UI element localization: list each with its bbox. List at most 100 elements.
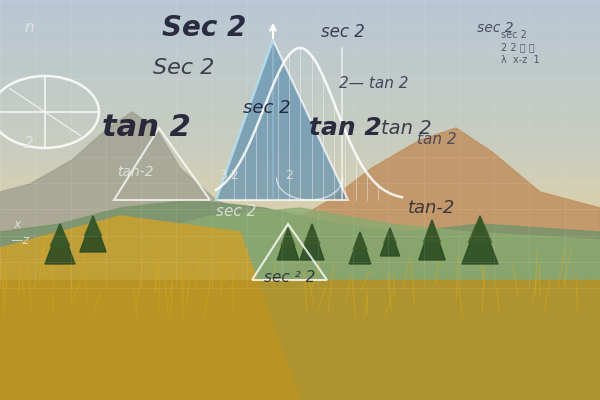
Bar [0, 163, 600, 167]
Text: tan 2: tan 2 [417, 132, 457, 148]
Bar [0, 243, 600, 247]
Bar [0, 397, 600, 400]
Bar [0, 113, 600, 117]
Text: tan 2: tan 2 [309, 116, 382, 140]
Bar [0, 323, 600, 327]
Bar [0, 227, 600, 230]
Polygon shape [424, 220, 440, 242]
Text: Sec 2: Sec 2 [162, 14, 246, 42]
Bar [0, 273, 600, 277]
Bar [0, 107, 600, 110]
Text: sec 2: sec 2 [321, 23, 365, 41]
Polygon shape [0, 280, 600, 400]
Bar [0, 317, 600, 320]
Text: sec 2: sec 2 [477, 21, 514, 35]
Bar [0, 213, 600, 217]
Bar [0, 187, 600, 190]
Bar [0, 283, 600, 287]
Bar [0, 127, 600, 130]
Bar [0, 247, 600, 250]
Text: x: x [13, 218, 20, 230]
Bar [0, 17, 600, 20]
Text: tan-2: tan-2 [117, 165, 154, 179]
Polygon shape [469, 216, 492, 242]
Bar [0, 390, 600, 393]
Bar [0, 297, 600, 300]
Polygon shape [150, 208, 600, 400]
Bar [0, 53, 600, 57]
Text: 2: 2 [24, 136, 34, 152]
Bar [0, 300, 600, 303]
Bar [0, 183, 600, 187]
Bar [0, 260, 600, 263]
Bar [0, 210, 600, 213]
Text: sec ² 2: sec ² 2 [264, 270, 316, 286]
Polygon shape [0, 200, 600, 400]
Polygon shape [85, 216, 101, 236]
Bar [0, 280, 600, 283]
Bar [0, 50, 600, 53]
Bar [0, 393, 600, 397]
Bar [0, 33, 600, 37]
Bar [0, 177, 600, 180]
Bar [0, 57, 600, 60]
Bar [0, 277, 600, 280]
Bar [0, 83, 600, 87]
Polygon shape [353, 232, 367, 250]
Bar [0, 30, 600, 33]
Bar [0, 140, 600, 143]
Text: tan 2: tan 2 [381, 118, 431, 138]
Bar [0, 190, 600, 193]
Bar [0, 27, 600, 30]
Text: 2— tan 2: 2— tan 2 [339, 76, 409, 92]
Polygon shape [384, 228, 396, 243]
Bar [0, 73, 600, 77]
Bar [0, 120, 600, 123]
Polygon shape [277, 228, 299, 260]
Bar [0, 270, 600, 273]
Bar [0, 233, 600, 237]
Bar [0, 290, 600, 293]
Bar [0, 147, 600, 150]
Bar [0, 250, 600, 253]
Polygon shape [288, 128, 600, 400]
Text: 2: 2 [285, 170, 293, 182]
Bar [0, 257, 600, 260]
Polygon shape [419, 220, 445, 260]
Bar [0, 237, 600, 240]
Bar [0, 340, 600, 343]
Bar [0, 47, 600, 50]
Bar [0, 63, 600, 67]
Bar [0, 167, 600, 170]
Bar [0, 87, 600, 90]
Bar [0, 220, 600, 223]
Bar [0, 370, 600, 373]
Bar [0, 310, 600, 313]
Bar [0, 157, 600, 160]
Polygon shape [216, 40, 348, 200]
Bar [0, 97, 600, 100]
Bar [0, 287, 600, 290]
Bar [0, 367, 600, 370]
Bar [0, 307, 600, 310]
Polygon shape [50, 224, 70, 246]
Bar [0, 20, 600, 23]
Bar [0, 223, 600, 227]
Bar [0, 130, 600, 133]
Bar [0, 377, 600, 380]
Bar [0, 347, 600, 350]
Bar [0, 170, 600, 173]
Bar [0, 203, 600, 207]
Bar [0, 67, 600, 70]
Bar [0, 363, 600, 367]
Bar [0, 173, 600, 177]
Bar [0, 293, 600, 297]
Bar [0, 267, 600, 270]
Bar [0, 320, 600, 323]
Bar [0, 3, 600, 7]
Bar [0, 263, 600, 267]
Bar [0, 23, 600, 27]
Bar [0, 137, 600, 140]
Bar [0, 330, 600, 333]
Polygon shape [0, 216, 300, 400]
